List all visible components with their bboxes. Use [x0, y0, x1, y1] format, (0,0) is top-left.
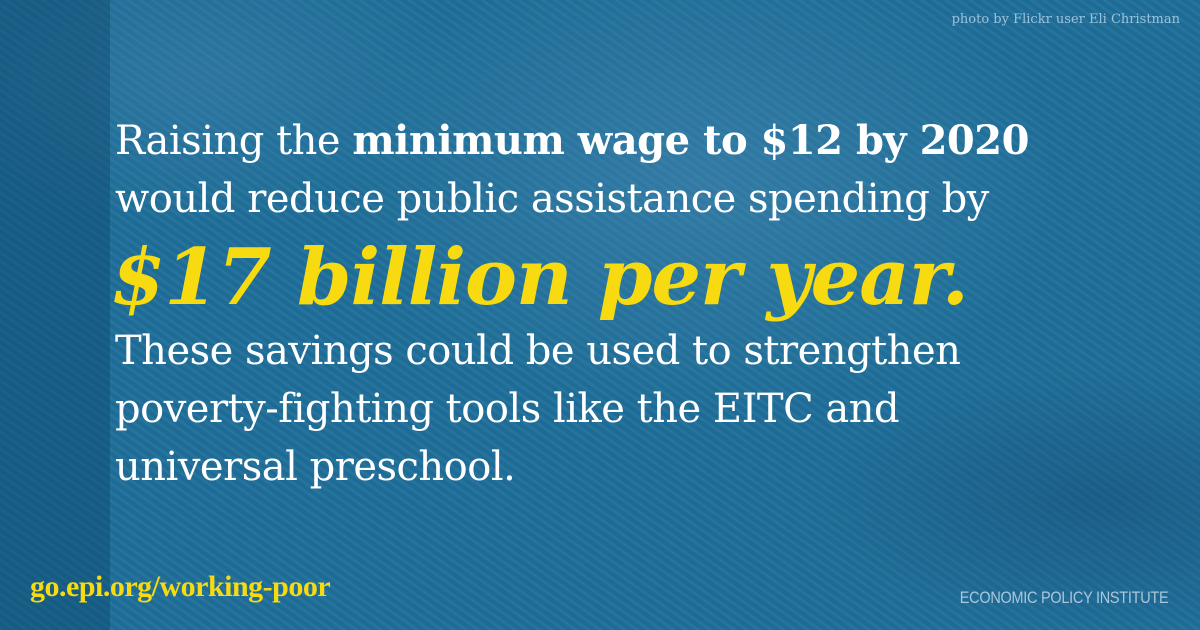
headline-line-2: would reduce public assistance spending …: [115, 176, 989, 222]
highlight-figure: $17 billion per year.: [111, 232, 969, 323]
body-line-2: poverty-fighting tools like the EITC and: [115, 386, 900, 432]
body-line-3: universal preschool.: [115, 444, 516, 490]
photo-credit: photo by Flickr user Eli Christman: [951, 12, 1180, 27]
source-link[interactable]: go.epi.org/working-poor: [30, 570, 331, 603]
headline-line-1: Raising the minimum wage to $12 by 2020: [115, 112, 1175, 170]
headline-prefix: Raising the: [115, 118, 353, 164]
organization-logo: ECONOMIC POLICY INSTITUTE: [959, 588, 1168, 607]
background-band: [0, 0, 110, 630]
body-line-1: These savings could be used to strengthe…: [115, 328, 961, 374]
headline-bold: minimum wage to $12 by 2020: [352, 117, 1029, 164]
headline: Raising the minimum wage to $12 by 2020 …: [111, 112, 1175, 496]
